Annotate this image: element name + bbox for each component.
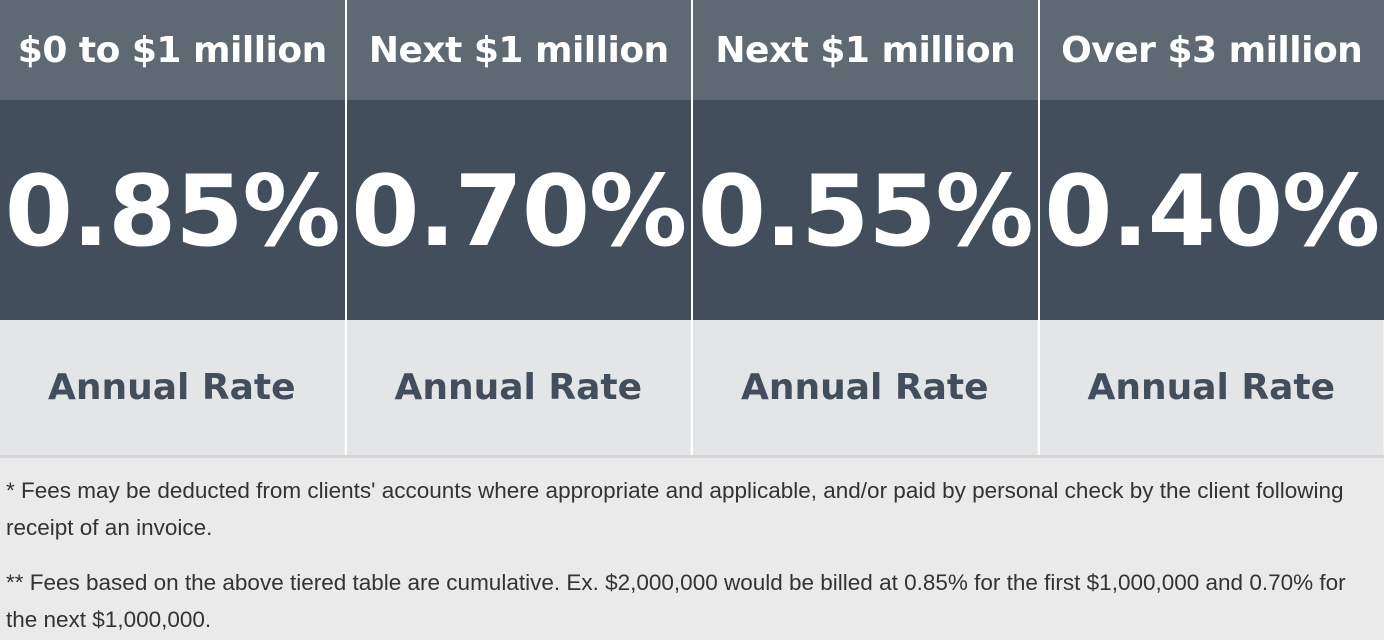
fee-notes: * Fees may be deducted from clients' acc…	[0, 458, 1384, 638]
tier-column-4: Over $3 million 0.40% Annual Rate	[1039, 0, 1384, 455]
tier-rate: 0.70%	[346, 100, 691, 320]
tier-range: Next $1 million	[693, 0, 1038, 100]
tier-range: Next $1 million	[346, 0, 691, 100]
tier-rate-label: Annual Rate	[1039, 320, 1384, 455]
fee-note-2: ** Fees based on the above tiered table …	[6, 570, 1346, 632]
tier-rate: 0.40%	[1039, 100, 1384, 320]
tier-rate: 0.85%	[0, 100, 345, 320]
tier-rate-label: Annual Rate	[346, 320, 691, 455]
fee-note-1: * Fees may be deducted from clients' acc…	[6, 478, 1344, 540]
tier-rate-label: Annual Rate	[693, 320, 1038, 455]
tier-range: $0 to $1 million	[0, 0, 345, 100]
tier-range: Over $3 million	[1039, 0, 1384, 100]
fee-tiers-table: $0 to $1 million 0.85% Annual Rate Next …	[0, 0, 1384, 455]
tier-column-3: Next $1 million 0.55% Annual Rate	[693, 0, 1040, 455]
tier-rate: 0.55%	[693, 100, 1038, 320]
tier-column-1: $0 to $1 million 0.85% Annual Rate	[0, 0, 347, 455]
section-divider	[0, 455, 1384, 458]
tier-column-2: Next $1 million 0.70% Annual Rate	[346, 0, 693, 455]
tier-rate-label: Annual Rate	[0, 320, 345, 455]
